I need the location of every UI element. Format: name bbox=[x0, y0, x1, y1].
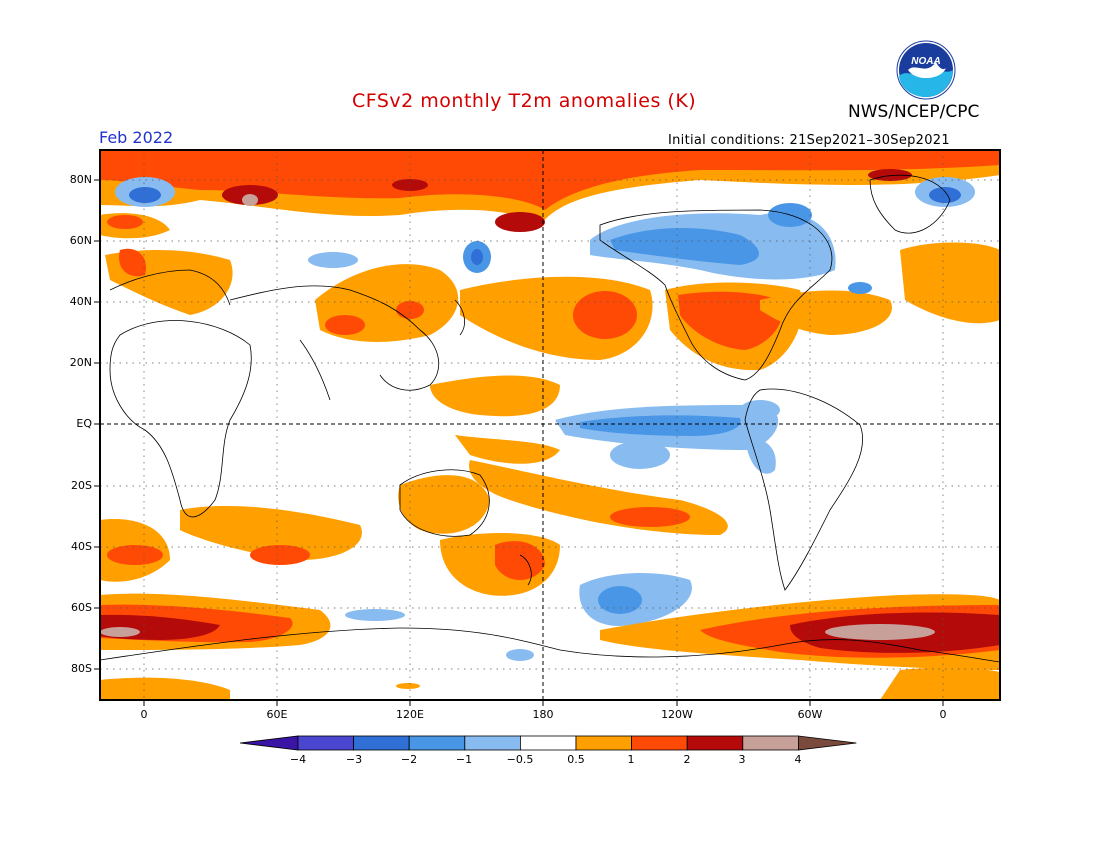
arctic-very-warm-patch bbox=[868, 169, 912, 181]
tropical-pacific-warm-band bbox=[430, 375, 560, 417]
north-pacific-strong-warm bbox=[573, 291, 637, 339]
colorbar-cell bbox=[240, 735, 299, 751]
colorbar-label: −4 bbox=[289, 753, 307, 766]
svg-text:NOAA: NOAA bbox=[911, 56, 940, 67]
lat-label: 80S bbox=[71, 662, 92, 675]
colorbar-label: −2 bbox=[400, 753, 418, 766]
agency-label: NWS/NCEP/CPC bbox=[848, 102, 980, 122]
colorbar-cell bbox=[631, 735, 688, 751]
colorbar-cell bbox=[798, 735, 857, 751]
antarctic-extreme-patch bbox=[825, 624, 935, 640]
lat-label: 60S bbox=[71, 601, 92, 614]
colorbar-label: 1 bbox=[627, 753, 635, 766]
colorbar-label: −1 bbox=[455, 753, 473, 766]
lat-label: 60N bbox=[69, 234, 92, 247]
colorbar bbox=[240, 735, 857, 751]
lat-label: 40S bbox=[71, 540, 92, 553]
lat-label: EQ bbox=[76, 417, 92, 430]
noaa-logo: NOAA bbox=[896, 40, 956, 100]
colorbar-cell bbox=[575, 735, 632, 751]
south-indian-warm-region bbox=[180, 505, 362, 560]
colorbar-cell bbox=[408, 735, 466, 751]
colorbar-cell bbox=[353, 735, 410, 751]
usa-strong-warm-region bbox=[678, 291, 783, 350]
lat-label: 40N bbox=[69, 295, 92, 308]
siberia-very-warm-patch bbox=[495, 212, 545, 232]
lon-label: 0 bbox=[140, 708, 148, 721]
map-title: CFSv2 monthly T2m anomalies (K) bbox=[352, 90, 697, 112]
colorbar-label: 4 bbox=[794, 753, 802, 766]
lat-label: 20N bbox=[69, 356, 92, 369]
colorbar-cell bbox=[297, 735, 354, 751]
colorbar-cell bbox=[464, 735, 521, 751]
colorbar-label: 0.5 bbox=[567, 753, 585, 766]
lon-label: 180 bbox=[532, 708, 554, 721]
lon-label: 0 bbox=[939, 708, 947, 721]
novaya-zemlya-extreme-patch bbox=[242, 194, 258, 206]
lon-label: 60W bbox=[797, 708, 823, 721]
lat-label: 20S bbox=[71, 479, 92, 492]
lat-label: 80N bbox=[69, 173, 92, 186]
map-frame bbox=[99, 149, 1001, 701]
lon-label: 120W bbox=[661, 708, 693, 721]
lon-label: 120E bbox=[396, 708, 424, 721]
australia-warm-region bbox=[398, 475, 490, 534]
colorbar-label: −0.5 bbox=[506, 753, 534, 766]
kara-sea-very-warm-patch bbox=[392, 179, 428, 191]
colorbar-cell bbox=[742, 735, 799, 751]
lon-label: 60E bbox=[266, 708, 288, 721]
colorbar-label: 2 bbox=[683, 753, 691, 766]
colorbar-label: −3 bbox=[345, 753, 363, 766]
colorbar-cell bbox=[686, 735, 744, 751]
initial-conditions-label: Initial conditions: 21Sep2021–30Sep2021 bbox=[668, 133, 950, 148]
colorbar-label: 3 bbox=[738, 753, 746, 766]
colorbar-cell bbox=[519, 735, 577, 751]
forecast-month: Feb 2022 bbox=[99, 128, 174, 147]
